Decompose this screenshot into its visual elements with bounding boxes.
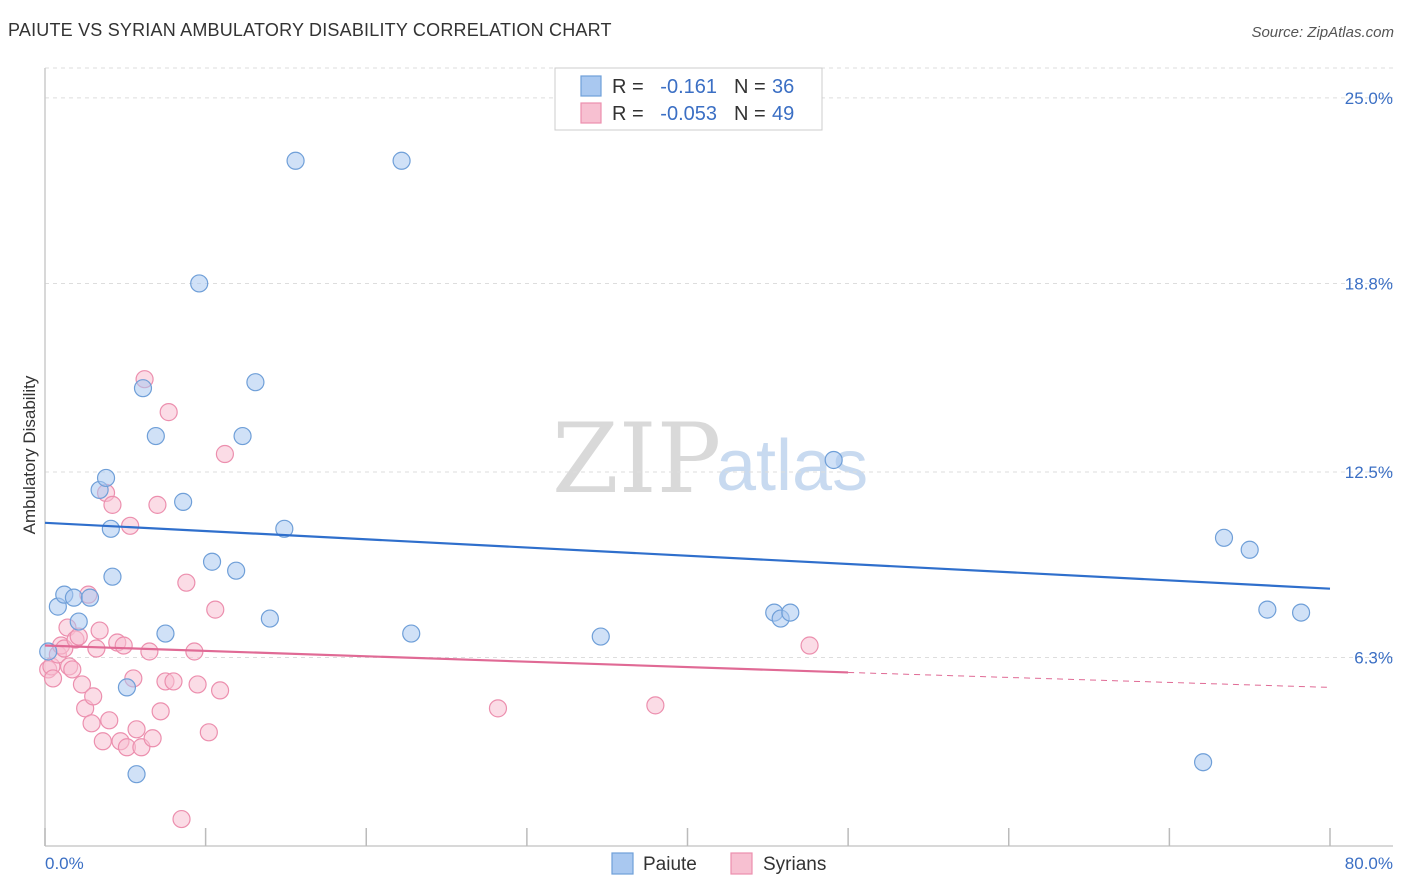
y-tick-labels: 6.3% 12.5% 18.8% 25.0% [1345, 89, 1393, 668]
source-credit: Source: ZipAtlas.com [1251, 24, 1394, 41]
paiute-point [64, 588, 84, 607]
legend-swatch-syrians [580, 102, 602, 124]
paiute-point [190, 274, 209, 293]
syrians-point [148, 495, 167, 514]
syrians-point [188, 675, 207, 694]
paiute-point [392, 151, 411, 170]
legend-r-label-paiute: R = [612, 76, 644, 98]
axes [44, 68, 1393, 847]
legend-r-value-syrians: -0.053 [660, 103, 717, 125]
syrians-point [43, 669, 63, 688]
syrians-trend-extension [848, 671, 1331, 688]
gridlines [45, 67, 1393, 658]
paiute-point [286, 151, 305, 170]
paiute-point [227, 561, 246, 580]
paiute-point [156, 624, 175, 643]
syrians-point [143, 729, 162, 748]
paiute-point [781, 603, 800, 622]
paiute-point [591, 627, 610, 646]
syrians-point [210, 681, 230, 700]
syrians-point [159, 403, 178, 422]
syrians-point [103, 495, 122, 514]
syrians-point [488, 699, 508, 718]
trend-lines [44, 521, 1331, 688]
legend-n-label-syrians: N = [734, 103, 766, 125]
bottom-legend-label-paiute: Paiute [643, 854, 697, 875]
syrians-point [199, 723, 218, 742]
syrians-point [215, 444, 234, 464]
correlation-legend: R = -0.161 N = 36 R = -0.053 N = 49 [554, 67, 823, 131]
syrians-point [90, 621, 109, 640]
paiute-point [127, 765, 146, 784]
legend-n-label-paiute: N = [734, 76, 766, 98]
syrians-point [93, 732, 112, 751]
syrians-point [127, 720, 146, 739]
x-tick-label-max: 80.0% [1345, 854, 1393, 873]
paiute-point [117, 678, 137, 697]
syrians-point [646, 696, 665, 715]
paiute-point [275, 519, 294, 538]
syrians-point [151, 702, 170, 721]
syrians-point [172, 809, 191, 829]
paiute-point [1291, 603, 1311, 622]
syrians-point [164, 672, 183, 691]
y-tick-label: 6.3% [1354, 648, 1393, 667]
paiute-point [146, 426, 165, 446]
paiute-point [96, 468, 116, 488]
paiute-point [101, 519, 120, 538]
bottom-legend-swatch-paiute [611, 852, 634, 875]
watermark-atlas: atlas [716, 426, 868, 506]
syrians-point [82, 714, 101, 733]
series-legend: Paiute Syrians [611, 852, 826, 875]
syrians-point [177, 573, 196, 592]
y-axis-title: Ambulatory Disability [20, 375, 39, 534]
bottom-legend-swatch-syrians [730, 852, 753, 875]
syrians-point [140, 642, 159, 661]
paiute-point [202, 552, 222, 571]
paiute-point [39, 642, 58, 661]
legend-swatch-paiute [580, 75, 602, 97]
syrians-point [800, 636, 819, 655]
chart-title: PAIUTE VS SYRIAN AMBULATORY DISABILITY C… [8, 20, 612, 40]
paiute-point [80, 588, 100, 607]
paiute-point [233, 426, 252, 446]
paiute-point [402, 624, 421, 643]
paiute-point [1258, 600, 1277, 619]
paiute-point [824, 450, 843, 470]
paiute-point [1240, 540, 1259, 559]
legend-n-value-syrians: 49 [772, 103, 794, 125]
x-ticks [44, 828, 1331, 846]
syrians-point [114, 636, 133, 655]
syrians-point [206, 600, 225, 619]
paiute-points [39, 151, 1311, 784]
paiute-point [133, 379, 153, 398]
legend-n-value-paiute: 36 [772, 76, 794, 98]
paiute-point [69, 612, 88, 631]
syrians-points [39, 370, 819, 829]
paiute-point [246, 373, 265, 392]
y-tick-label: 12.5% [1345, 463, 1393, 482]
x-tick-label-min: 0.0% [45, 854, 84, 873]
paiute-point [260, 609, 279, 628]
syrians-point [84, 687, 103, 706]
watermark-zip: ZIP [552, 403, 721, 515]
paiute-point [174, 492, 193, 511]
legend-r-label-syrians: R = [612, 103, 644, 125]
syrians-point [72, 675, 92, 694]
syrians-trend-line [44, 644, 849, 674]
bottom-legend-label-syrians: Syrians [763, 854, 826, 875]
paiute-point [1214, 528, 1234, 547]
legend-r-value-paiute: -0.161 [660, 76, 717, 98]
paiute-trend-line [44, 521, 1331, 590]
syrians-point [63, 660, 82, 679]
syrians-point [100, 711, 119, 730]
y-tick-label: 18.8% [1345, 274, 1393, 293]
paiute-point [1194, 753, 1213, 772]
y-tick-label: 25.0% [1345, 89, 1393, 108]
paiute-point [103, 567, 122, 586]
